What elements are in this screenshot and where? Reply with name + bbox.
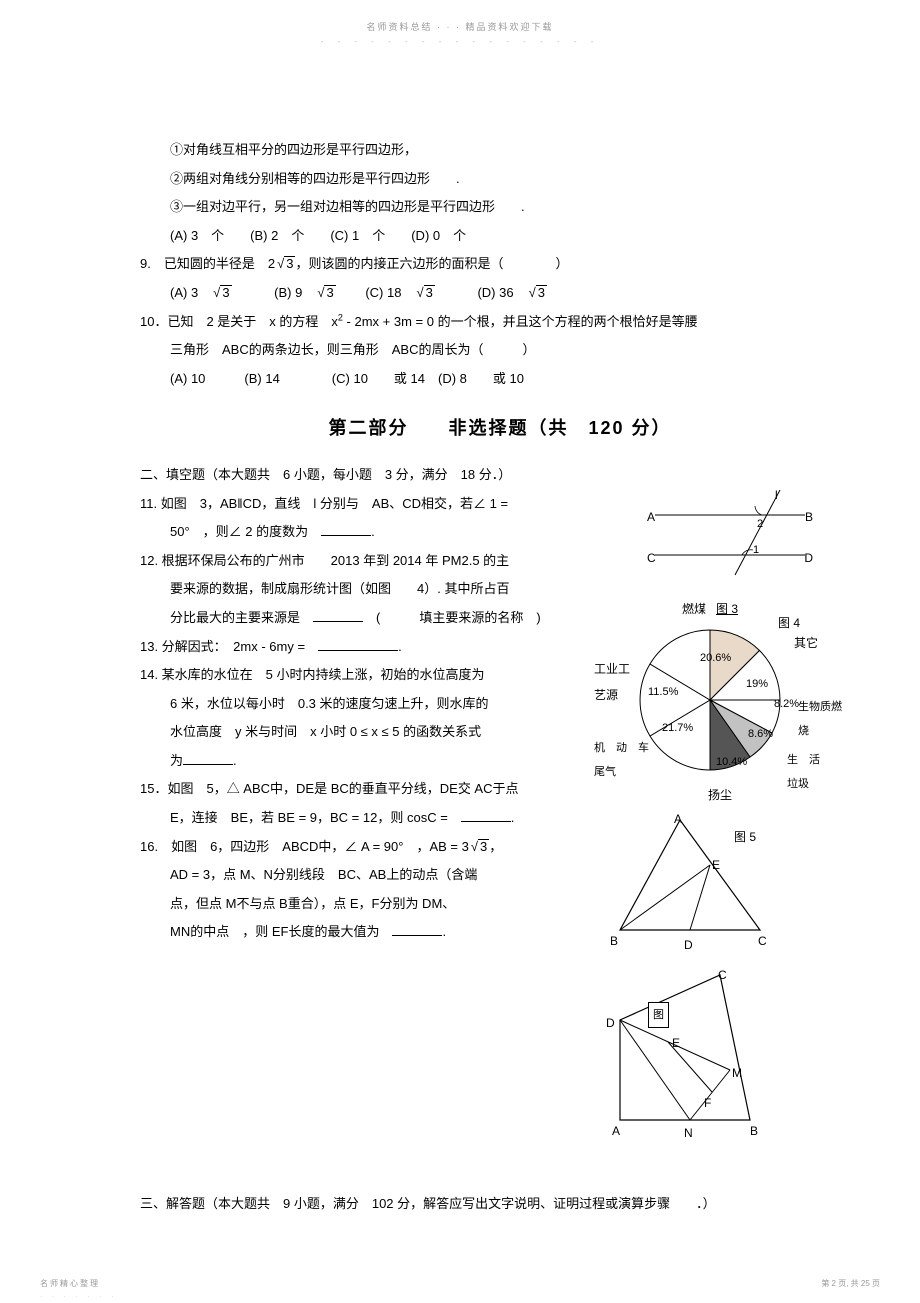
- q9-pre: 9. 已知圆的半径是 2: [140, 256, 275, 271]
- q8-choices: (A) 3 个 (B) 2 个 (C) 1 个 (D) 0 个: [140, 222, 860, 251]
- label-ang2: 2: [757, 512, 763, 536]
- figure-3: A B C D l 2 1: [645, 490, 815, 580]
- fig5-caption: 图 5: [734, 824, 756, 850]
- page: 名师资料总结 · · · 精品资料欢迎下载 - - - - - - - - - …: [0, 0, 920, 1303]
- label-D: D: [804, 545, 813, 571]
- q11-l2: 50° ，则∠ 2 的度数为 .: [140, 518, 580, 547]
- q16-l2: AD = 3，点 M、N分别线段 BC、AB上的动点（含端: [140, 861, 580, 890]
- label-l: l: [775, 482, 778, 508]
- figure-4-pie: 燃煤 图 3 其它 工业工 艺源 生物质燃 烧 生 活 垃圾 扬尘 机 动 车 …: [600, 590, 820, 810]
- sqrt-icon-b: 3: [315, 279, 335, 308]
- pie-pct-industry: 11.5%: [648, 680, 678, 704]
- footer-left: 名师精心整理: [40, 1278, 100, 1289]
- part2-heading: 二、填空题（本大题共 6 小题，每小题 3 分，满分 18 分．）: [140, 461, 860, 490]
- pie-label-life: 生 活 垃圾: [787, 748, 820, 796]
- section2-title: 第二部分 非选择题（共 120 分）: [140, 409, 860, 449]
- sqrt-icon: 3: [275, 250, 295, 279]
- q15-l2: E，连接 BE，若 BE = 9，BC = 12，则 cosC = .: [140, 804, 580, 833]
- part3-heading: 三、解答题（本大题共 9 小题，满分 102 分，解答应写出文字说明、证明过程或…: [140, 1190, 860, 1219]
- header-line2: - - - - - - - - - - - - - - - - -: [60, 37, 860, 46]
- f6-A: A: [612, 1118, 620, 1144]
- blank-fill: [313, 608, 363, 622]
- q8-prop3: ③一组对边平行，另一组对边相等的四边形是平行四边形 .: [140, 193, 860, 222]
- f6-E: E: [672, 1030, 680, 1056]
- blank-fill: [321, 522, 371, 536]
- blank-fill: [392, 922, 442, 936]
- q10-line2: 三角形 ABC的两条边长，则三角形 ABC的周长为（ ）: [140, 336, 860, 365]
- sqrt-icon-d: 3: [527, 279, 547, 308]
- label-ang1: 1: [753, 538, 759, 562]
- fig3-caption: 图 3: [716, 596, 738, 622]
- q16-l3: 点，但点 M不与点 B重合），点 E，F分别为 DM、: [140, 890, 580, 919]
- q12-l1: 12. 根据环保局公布的广州市 2013 年到 2014 年 PM2.5 的主: [140, 547, 580, 576]
- q10-line1: 10．已知 2 是关于 x 的方程 x2 - 2mx + 3m = 0 的一个根…: [140, 308, 860, 337]
- sqrt-icon-a: 3: [211, 279, 231, 308]
- pie-label-industry: 工业工 艺源: [594, 656, 630, 709]
- q8-prop1: ①对角线互相平分的四边形是平行四边形，: [140, 136, 860, 165]
- q16-l4: MN的中点 ，则 EF长度的最大值为 .: [140, 918, 580, 947]
- q14-l4: 为.: [140, 747, 580, 776]
- label-C: C: [647, 545, 656, 571]
- right-column: A B C D l 2 1: [600, 490, 860, 1160]
- f6-C: C: [718, 962, 727, 988]
- header-line1: 名师资料总结 · · · 精品资料欢迎下载: [60, 20, 860, 33]
- q12-l3: 分比最大的主要来源是 ( 填主要来源的名称 ): [140, 604, 580, 633]
- f6-D: D: [606, 1010, 615, 1036]
- q13: 13. 分解因式： 2mx - 6my = .: [140, 633, 580, 662]
- two-column-layout: 11. 如图 3，AB‖CD，直线 l 分别与 AB、CD相交，若∠ 1 = 5…: [140, 490, 860, 1160]
- f5-D: D: [684, 932, 693, 958]
- lines-diagram-icon: [645, 490, 815, 580]
- label-A: A: [647, 504, 655, 530]
- pie-pct-vehicle: 21.7%: [662, 716, 693, 740]
- pie-label-dust: 扬尘: [708, 782, 732, 808]
- blank-fill: [318, 637, 398, 651]
- q14-l1: 14. 某水库的水位在 5 小时内持续上涨，初始的水位高度为: [140, 661, 580, 690]
- pie-pct-dust: 10.4%: [716, 750, 747, 774]
- q14-l2: 6 米，水位以每小时 0.3 米的速度匀速上升，则水库的: [140, 690, 580, 719]
- f6-N: N: [684, 1120, 693, 1146]
- f6-F: F: [704, 1090, 711, 1116]
- quad-diagram-icon: [600, 960, 780, 1130]
- q9-stem: 9. 已知圆的半径是 23，则该圆的内接正六边形的面积是（ ）: [140, 250, 860, 279]
- q11-l1: 11. 如图 3，AB‖CD，直线 l 分别与 AB、CD相交，若∠ 1 =: [140, 490, 580, 519]
- q14-l3: 水位高度 y 米与时间 x 小时 0 ≤ x ≤ 5 的函数关系式: [140, 718, 580, 747]
- f5-E: E: [712, 852, 720, 878]
- q12-l2: 要来源的数据，制成扇形统计图（如图 4）. 其中所占百: [140, 575, 580, 604]
- sqrt-icon-c: 3: [414, 279, 434, 308]
- sqrt-icon-16: 3: [469, 833, 489, 862]
- pie-pct-other: 19%: [746, 672, 768, 696]
- label-B: B: [805, 504, 813, 530]
- f5-B: B: [610, 928, 618, 954]
- q15-l1: 15．如图 5，△ ABC中，DE是 BC的垂直平分线，DE交 AC于点: [140, 775, 580, 804]
- q10-choices: (A) 10 (B) 14 (C) 10 或 14 (D) 8 或 10: [140, 365, 860, 394]
- q9-choices: (A) 3 3 (B) 9 3 (C) 18 3 (D) 36 3: [140, 279, 860, 308]
- q8-prop2: ②两组对角线分别相等的四边形是平行四边形 .: [140, 165, 860, 194]
- pie-pct-coal: 20.6%: [700, 646, 731, 670]
- blank-fill: [183, 751, 233, 765]
- left-column: 11. 如图 3，AB‖CD，直线 l 分别与 AB、CD相交，若∠ 1 = 5…: [140, 490, 580, 1160]
- f6-B: B: [750, 1118, 758, 1144]
- pie-label-vehicle: 机 动 车 尾气: [594, 736, 649, 784]
- footer-left2: . . . . . . .: [40, 1292, 117, 1299]
- pie-label-coal: 燃煤: [682, 596, 706, 622]
- pie-label-bio: 生物质燃 烧: [798, 695, 842, 743]
- content-body: ①对角线互相平分的四边形是平行四边形， ②两组对角线分别相等的四边形是平行四边形…: [60, 136, 860, 1218]
- f5-A: A: [674, 806, 682, 832]
- pie-pct-bio: 8.2%: [774, 692, 799, 716]
- figure-5: A B C D E 图 5: [600, 810, 780, 960]
- blank-fill: [461, 808, 511, 822]
- f5-C: C: [758, 928, 767, 954]
- figure-6: A B C D E F M N 图: [600, 960, 780, 1160]
- fig4-caption: 图 4: [778, 610, 800, 636]
- f6-M: M: [732, 1060, 742, 1086]
- fig6-caption: 图: [648, 1002, 669, 1028]
- footer-right: 第 2 页, 共 25 页: [821, 1278, 880, 1289]
- q16-l1: 16. 如图 6，四边形 ABCD中，∠ A = 90° ，AB = 33，: [140, 833, 580, 862]
- q9-post: ，则该圆的内接正六边形的面积是（ ）: [295, 256, 568, 271]
- pie-pct-v1: 8.6%: [748, 722, 773, 746]
